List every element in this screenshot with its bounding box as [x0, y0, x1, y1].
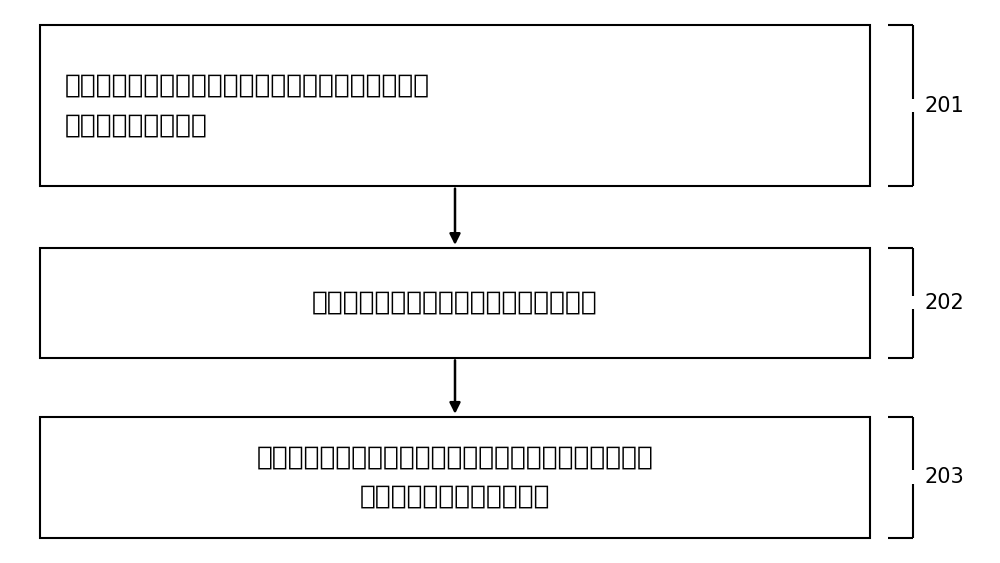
Text: 203: 203 [925, 467, 965, 487]
Text: 流支撑电容的第三寄生电感: 流支撑电容的第三寄生电感 [360, 483, 550, 510]
Text: 根据所述第一寄生电感和所述第二寄生电感，计算所述直: 根据所述第一寄生电感和所述第二寄生电感，计算所述直 [257, 445, 653, 471]
Text: 通过有限元算法计算回路中绝缘栅双极型晶体管输出: 通过有限元算法计算回路中绝缘栅双极型晶体管输出 [65, 72, 430, 99]
Text: 通过有限元算法计算铜排的第二寄生电感: 通过有限元算法计算铜排的第二寄生电感 [312, 289, 598, 316]
Text: 201: 201 [925, 96, 965, 115]
FancyBboxPatch shape [40, 248, 870, 358]
Text: 端口的第一寄生电感: 端口的第一寄生电感 [65, 113, 208, 139]
FancyBboxPatch shape [40, 417, 870, 538]
FancyBboxPatch shape [40, 25, 870, 186]
Text: 202: 202 [925, 293, 965, 312]
